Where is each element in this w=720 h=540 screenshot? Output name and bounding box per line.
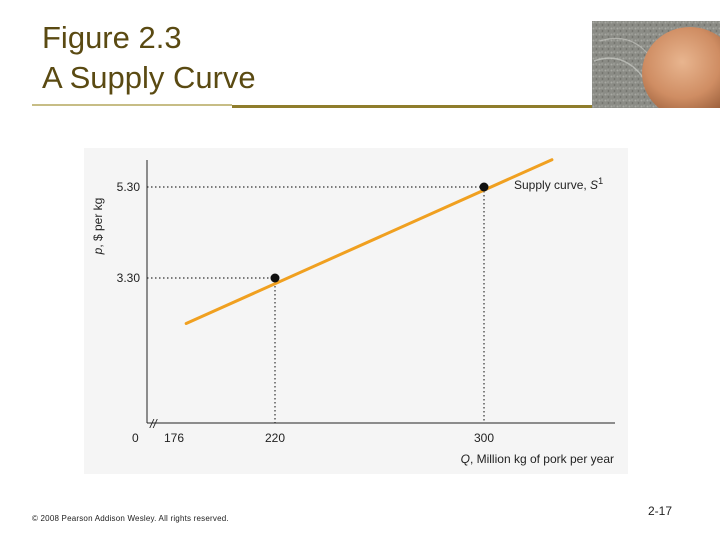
series-label-superscript: 1 (598, 176, 603, 186)
x-tick-label-300: 300 (474, 431, 494, 445)
axis-break-mark: // (149, 417, 158, 431)
y-tick-label-3.30: 3.30 (117, 271, 141, 285)
title-line-1: Figure 2.3 (42, 20, 182, 55)
y-axis-symbol: p (91, 247, 105, 255)
supply-curve-line (184, 158, 554, 325)
x-tick-label-220: 220 (265, 431, 285, 445)
series-label-symbol: S (590, 178, 598, 192)
title-underline-light (32, 104, 232, 106)
x-tick-label-176: 176 (164, 431, 184, 445)
series-label-text: Supply curve, (514, 178, 590, 192)
series-label: Supply curve, S1 (514, 176, 603, 192)
y-axis-unit: , $ per kg (91, 198, 105, 248)
chart-panel (84, 148, 628, 474)
title-line-2: A Supply Curve (42, 60, 256, 95)
origin-label: 0 (132, 431, 139, 445)
slide-number: 2-17 (648, 504, 673, 518)
x-axis-title: Q, Million kg of pork per year (461, 452, 614, 466)
copyright-notice: © 2008 Pearson Addison Wesley. All right… (32, 514, 229, 523)
y-tick-label-5.30: 5.30 (117, 180, 141, 194)
slide-title: Figure 2.3 A Supply Curve (42, 18, 256, 98)
data-point-0 (270, 273, 280, 283)
y-axis-title: p, $ per kg (91, 198, 105, 256)
x-axis-symbol: Q (461, 452, 470, 466)
stone-texture-image (592, 21, 720, 108)
x-axis-unit: , Million kg of pork per year (470, 452, 614, 466)
title-underline-dark (232, 105, 592, 108)
data-point-1 (479, 182, 489, 192)
